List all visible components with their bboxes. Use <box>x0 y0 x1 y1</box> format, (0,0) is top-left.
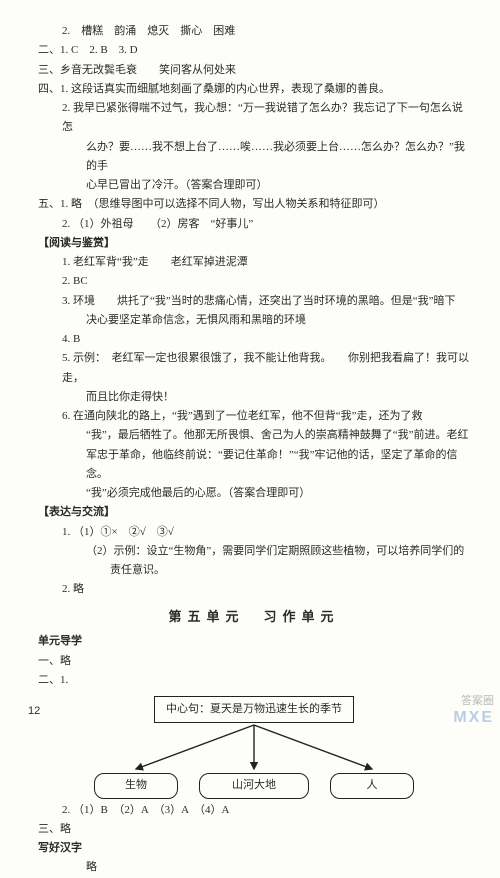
diagram-leaf: 山河大地 <box>199 773 309 798</box>
text-line: 1. （1）①× ②√ ③√ <box>38 523 470 542</box>
text-line: 2. 槽糕 韵涌 熄灭 撕心 困难 <box>38 22 470 41</box>
text-line: 6. 在通向陕北的路上，“我”遇到了一位老红军，他不但背“我”走，还为了救 <box>38 407 470 426</box>
text-line: 三、乡音无改鬓毛衰 笑问客从何处来 <box>38 61 470 80</box>
subheading: 写好汉字 <box>38 839 470 858</box>
text-line: 2. BC <box>38 272 470 291</box>
text-line: 责任意识。 <box>38 561 470 580</box>
diagram-arrows <box>94 723 414 773</box>
text-line: 2. （1）外祖母 （2）房客 “好事儿” <box>38 215 470 234</box>
text-line: （2）示例：设立“生物角”，需要同学们定期照顾这些植物，可以培养同学们的 <box>38 542 470 561</box>
watermark: 答案圈 MXE <box>453 695 494 727</box>
section-heading: 【阅读与鉴赏】 <box>38 234 470 253</box>
concept-diagram: 中心句：夏天是万物迅速生长的季节 生物 山河大地 人 <box>94 696 414 799</box>
text-line: “我”必须完成他最后的心愿。（答案合理即可） <box>38 484 470 503</box>
text-line: 三、略 <box>38 820 470 839</box>
watermark-logo: MXE <box>453 708 494 727</box>
text-line: 2. 略 <box>38 580 470 599</box>
unit-title: 第五单元 习作单元 <box>38 606 470 629</box>
text-line: 二、1. <box>38 671 470 690</box>
text-line: 二、1. C 2. B 3. D <box>38 41 470 60</box>
page-number: 12 <box>28 702 40 721</box>
text-line: 而且比你走得快！ <box>38 388 470 407</box>
text-line: 5. 示例： 老红军一定也很累很饿了，我不能让他背我。 你别把我看扁了！我可以走… <box>38 349 470 388</box>
text-line: 四、1. 这段话真实而细腻地刻画了桑娜的内心世界，表现了桑娜的善良。 <box>38 80 470 99</box>
text-line: 4. B <box>38 330 470 349</box>
text-line: “我”，最后牺牲了。他那无所畏惧、舍己为人的崇高精神鼓舞了“我”前进。老红 <box>38 426 470 445</box>
text-line: 五、1. 略 （思维导图中可以选择不同人物，写出人物关系和特征即可） <box>38 195 470 214</box>
text-line: 一、略 <box>38 652 470 671</box>
text-line: 3. 环境 烘托了“我”当时的悲痛心情，还突出了当时环境的黑暗。但是“我”暗下 <box>38 292 470 311</box>
text-line: 略 <box>38 858 470 877</box>
section-heading: 【表达与交流】 <box>38 503 470 522</box>
text-line: 1. 老红军背“我”走 老红军掉进泥潭 <box>38 253 470 272</box>
text-line: 心早已冒出了冷汗。（答案合理即可） <box>38 176 470 195</box>
watermark-text: 答案圈 <box>453 695 494 708</box>
diagram-leaf: 生物 <box>94 773 178 798</box>
text-line: 决心要坚定革命信念，无惧风雨和黑暗的环境 <box>38 311 470 330</box>
text-line: 么办？要……我不想上台了……唉……我必须要上台……怎么办？怎么办？”我的手 <box>38 138 470 177</box>
text-line: 军忠于革命，他临终前说：“要记住革命！”“我”牢记他的话，坚定了革命的信念。 <box>38 446 470 485</box>
subheading: 单元导学 <box>38 632 470 651</box>
diagram-center-box: 中心句：夏天是万物迅速生长的季节 <box>154 696 354 723</box>
text-line: 2. （1）B （2）A （3）A （4）A <box>38 801 470 820</box>
diagram-leaf: 人 <box>330 773 414 798</box>
text-line: 2. 我早已紧张得喘不过气，我心想：“万一我说错了怎么办？我忘记了下一句怎么说怎 <box>38 99 470 138</box>
